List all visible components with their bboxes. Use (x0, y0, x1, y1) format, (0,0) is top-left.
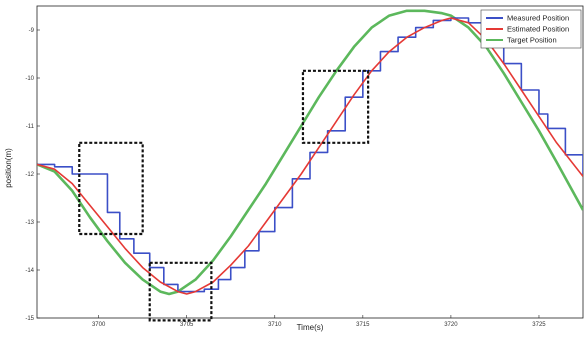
y-axis-label: position(m) (4, 148, 13, 188)
highlight-box (78, 141, 144, 236)
x-tick-label: 3710 (268, 322, 282, 328)
tick-labels: 3700 3705 3710 3715 3720 3725 -9 -10 -11 -12 -13 -1… (25, 28, 546, 328)
y-tick-label: -9 (29, 28, 35, 34)
x-tick-label: 3725 (532, 322, 546, 328)
x-tick-label: 3700 (92, 322, 106, 328)
x-tick-label: 3715 (356, 322, 370, 328)
legend-label: Estimated Position (507, 25, 569, 34)
series-line (37, 17, 583, 295)
highlight-box (301, 69, 370, 144)
y-tick-label: -12 (25, 172, 34, 178)
legend-label: Target Position (507, 36, 557, 45)
series-line (37, 9, 583, 296)
highlight-boxes (78, 69, 370, 322)
y-tick-label: -13 (25, 220, 34, 226)
highlight-box (148, 261, 213, 322)
y-tick-label: -14 (25, 268, 34, 274)
axes (37, 29, 540, 319)
y-tick-label: -15 (25, 316, 34, 322)
series-estimated-position (37, 17, 583, 295)
y-tick-label: -11 (26, 124, 35, 130)
y-tick-label: -10 (25, 76, 34, 82)
legend-label: Measured Position (507, 14, 569, 23)
x-tick-label: 3720 (444, 322, 458, 328)
legend: Measured Position Estimated Position Targe… (480, 9, 582, 49)
series-target-position (37, 9, 583, 296)
x-tick-label: 3705 (180, 322, 194, 328)
x-axis-label: Time(s) (297, 323, 324, 332)
